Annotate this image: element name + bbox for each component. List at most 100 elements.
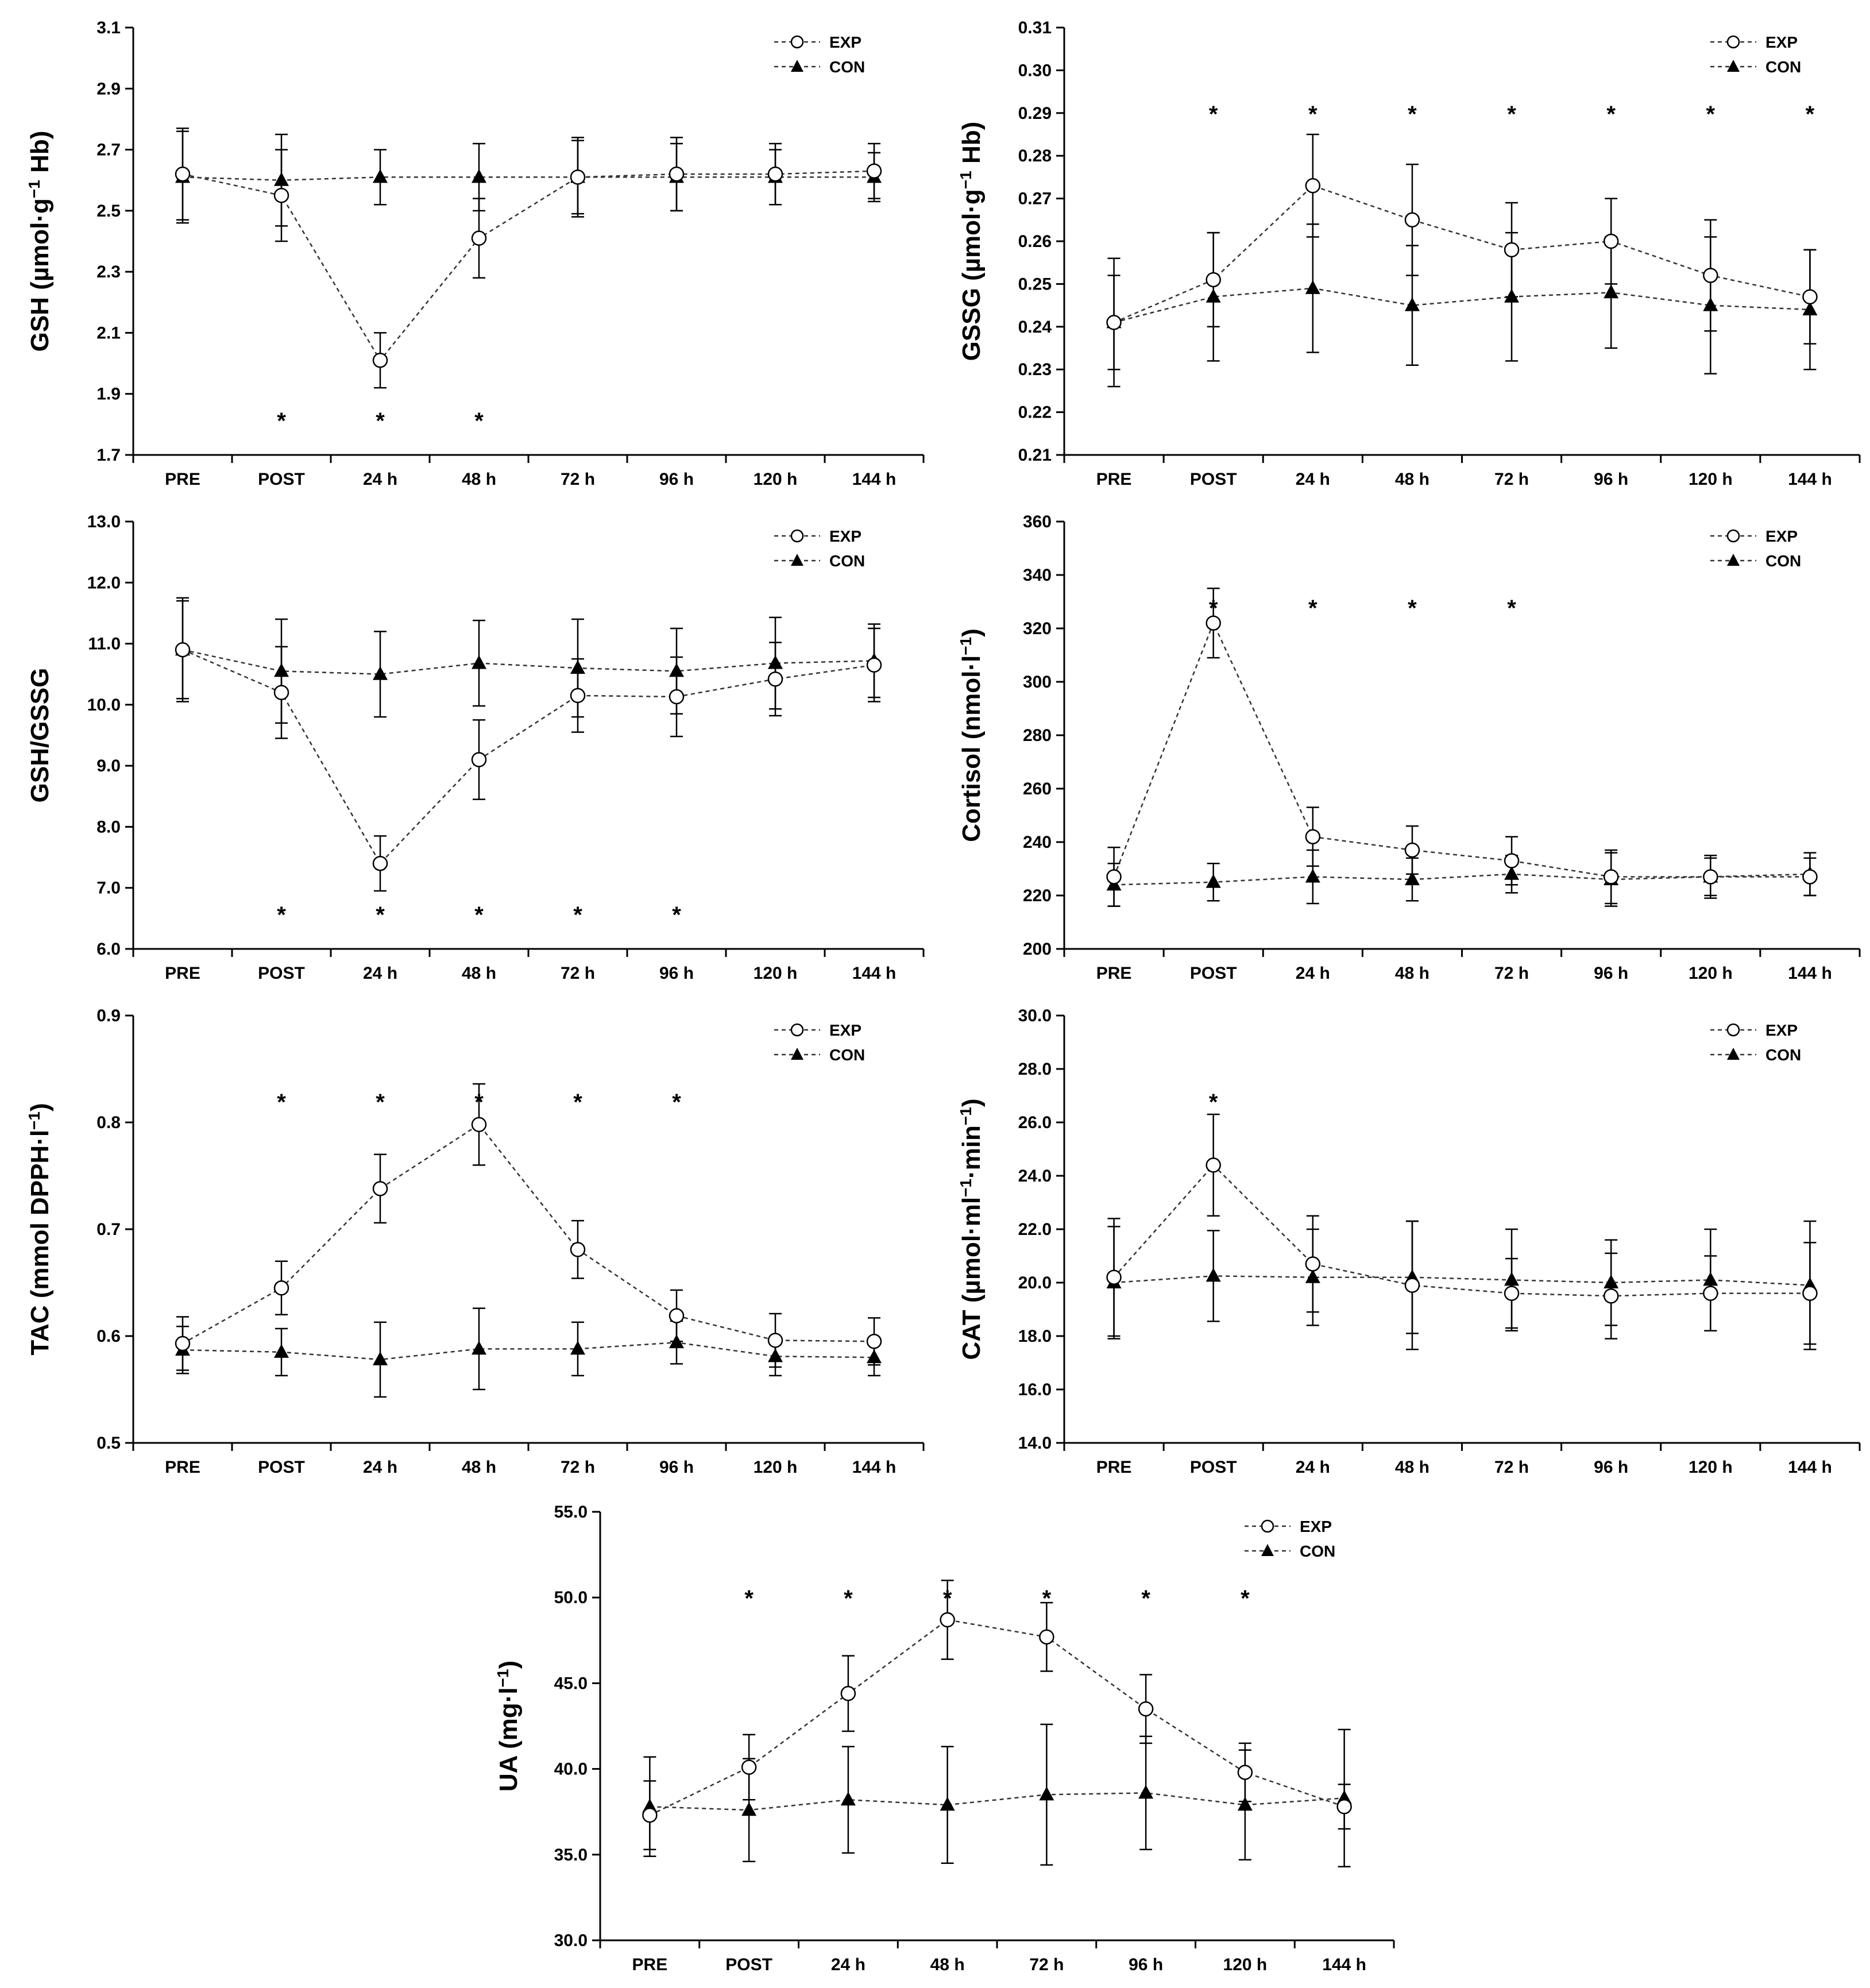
significance-star: *	[1209, 596, 1218, 621]
x-tick-label: 96 h	[1594, 470, 1628, 489]
y-tick-label: 260	[1023, 779, 1052, 798]
x-tick-label: POST	[1190, 470, 1237, 489]
y-axis-title-part: UA (mg·l	[494, 1687, 523, 1792]
legend-label-con: CON	[1765, 1046, 1801, 1064]
point-exp	[372, 855, 388, 871]
x-tick-label: PRE	[165, 964, 200, 983]
series-line-con	[182, 648, 875, 675]
significance-star: *	[1408, 596, 1417, 621]
point-exp	[1802, 869, 1818, 885]
x-tick-label: 144 h	[1788, 470, 1832, 489]
x-tick-label: POST	[258, 1458, 305, 1477]
significance-star: *	[277, 902, 286, 928]
point-exp	[1504, 853, 1520, 868]
significance-star: *	[573, 902, 582, 928]
point-exp	[1603, 1288, 1619, 1304]
y-tick-label: 20.0	[1018, 1273, 1052, 1292]
point-exp	[372, 353, 388, 368]
x-tick-label: 72 h	[561, 470, 595, 489]
y-axis-title-part: −1	[25, 180, 43, 198]
x-tick-label: 24 h	[1296, 964, 1330, 983]
y-tick-label: 30.0	[554, 1931, 588, 1950]
y-tick-label: 0.6	[96, 1327, 121, 1346]
point-exp	[940, 1612, 955, 1628]
x-tick-label: 120 h	[1689, 470, 1733, 489]
y-axis-title: CAT (µmol·ml−1·min−1)	[957, 1098, 986, 1360]
significance-star: *	[376, 1090, 385, 1115]
x-tick-label: 96 h	[659, 964, 694, 983]
significance-star: *	[672, 1090, 681, 1115]
significance-star: *	[474, 902, 484, 928]
legend-marker-con	[1727, 1048, 1740, 1060]
y-tick-label: 0.8	[96, 1113, 121, 1132]
point-con	[472, 655, 486, 669]
point-exp	[1305, 178, 1321, 194]
point-con	[472, 169, 486, 183]
point-exp	[570, 688, 586, 704]
x-tick-label: POST	[258, 470, 305, 489]
x-tick-label: PRE	[165, 1458, 200, 1477]
point-con	[669, 1334, 684, 1349]
legend-label-exp: EXP	[829, 33, 861, 51]
x-tick-label: 120 h	[1689, 964, 1733, 983]
point-con	[1039, 1786, 1054, 1801]
x-tick-label: 96 h	[659, 1458, 694, 1477]
chart-ua: 30.0 35.0 40.0 45.0 50.0 55.0 PRE POST 24 h 48 h 7…	[494, 1503, 1395, 1974]
point-exp	[372, 1181, 388, 1196]
x-tick-label: 72 h	[1029, 1955, 1064, 1974]
x-tick-label: 120 h	[754, 1458, 798, 1477]
x-tick-label: 24 h	[1296, 1458, 1330, 1477]
y-tick-label: 0.28	[1018, 146, 1052, 165]
point-exp	[1504, 1286, 1520, 1301]
point-con	[274, 663, 289, 677]
x-tick-label: 72 h	[1494, 470, 1529, 489]
y-axis-title-part: Hb)	[26, 131, 54, 180]
point-con	[1703, 1272, 1718, 1286]
y-tick-label: 340	[1023, 566, 1052, 585]
y-tick-label: 12.0	[87, 573, 121, 592]
legend-marker-exp	[790, 1023, 804, 1037]
point-exp	[1603, 233, 1619, 249]
y-axis-title-part: CAT (µmol·ml	[957, 1197, 986, 1360]
y-tick-label: 1.7	[96, 446, 121, 465]
y-tick-label: 18.0	[1018, 1327, 1052, 1346]
significance-star: *	[277, 408, 286, 434]
significance-star: *	[1308, 596, 1318, 621]
y-axis-title: GSH/GSSG	[26, 668, 54, 803]
significance-star: *	[474, 1090, 484, 1115]
chart-gssg: 0.21 0.22 0.23 0.24 0.25 0.26 0.27 0.28 0.29 0.30…	[957, 18, 1861, 489]
y-axis-title-part: −1	[957, 1179, 975, 1197]
y-tick-label: 9.0	[96, 756, 121, 775]
legend-label-exp: EXP	[829, 527, 861, 545]
y-tick-label: 13.0	[87, 512, 121, 531]
legend-label-con: CON	[1300, 1542, 1335, 1560]
legend-marker-con	[791, 1048, 803, 1060]
point-exp	[1237, 1765, 1253, 1780]
x-tick-label: 48 h	[1395, 1458, 1429, 1477]
x-tick-label: 96 h	[1129, 1955, 1163, 1974]
point-exp	[273, 188, 289, 203]
y-tick-label: 240	[1023, 833, 1052, 852]
chart-ratio: 6.0 7.0 8.0 9.0 10.0 11.0 12.0 13.0 PRE POST 24 h 4…	[26, 512, 925, 983]
point-exp	[1404, 212, 1420, 228]
x-tick-label: POST	[258, 964, 305, 983]
point-exp	[669, 1308, 685, 1323]
y-axis-title-part: )	[957, 628, 986, 637]
point-exp	[570, 1242, 586, 1257]
point-exp	[471, 1117, 487, 1132]
significance-star: *	[1241, 1586, 1250, 1611]
y-tick-label: 8.0	[96, 817, 121, 836]
point-con	[1604, 1275, 1619, 1288]
y-tick-label: 0.22	[1018, 403, 1052, 422]
point-con	[669, 663, 684, 677]
y-tick-label: 0.25	[1018, 275, 1052, 294]
point-con	[1305, 1269, 1320, 1283]
point-exp	[175, 642, 191, 658]
point-con	[741, 1802, 757, 1816]
x-tick-label: 144 h	[1788, 1458, 1832, 1477]
x-tick-label: 24 h	[363, 470, 397, 489]
point-exp	[1106, 869, 1122, 885]
y-tick-label: 0.21	[1018, 446, 1052, 465]
y-tick-label: 50.0	[554, 1588, 588, 1607]
point-exp	[273, 685, 289, 700]
